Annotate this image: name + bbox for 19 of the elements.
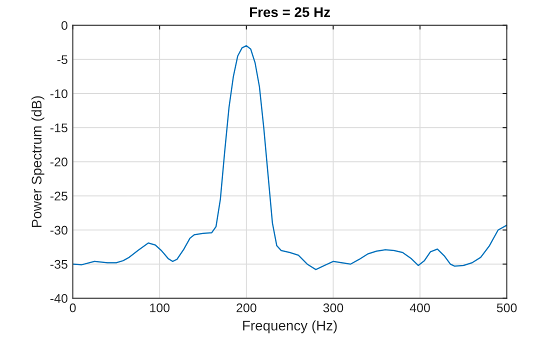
x-tick-label: 500 [496,303,517,312]
chart-title: Fres = 25 Hz [250,7,330,18]
y-tick-label: -20 [50,158,68,166]
y-tick-label: -15 [50,124,68,132]
line-series [72,45,507,270]
y-tick-label: -10 [50,89,68,98]
x-tick-label: 100 [150,303,170,312]
x-tick-label: 0 [70,303,76,312]
y-tick-label: 0 [61,21,68,30]
y-axis-title: Power Spectrum (dB) [31,96,44,227]
y-tick-label: -5 [57,55,68,64]
x-tick-label: 400 [410,303,430,312]
y-tick-label: -40 [50,294,68,303]
x-axis-title: Frequency (Hz) [243,320,337,334]
x-tick-label: 200 [236,303,256,312]
y-tick-label: -35 [50,260,68,269]
y-tick-label: -30 [50,226,68,235]
y-tick-label: -25 [50,192,68,201]
x-tick-label: 300 [323,303,344,312]
